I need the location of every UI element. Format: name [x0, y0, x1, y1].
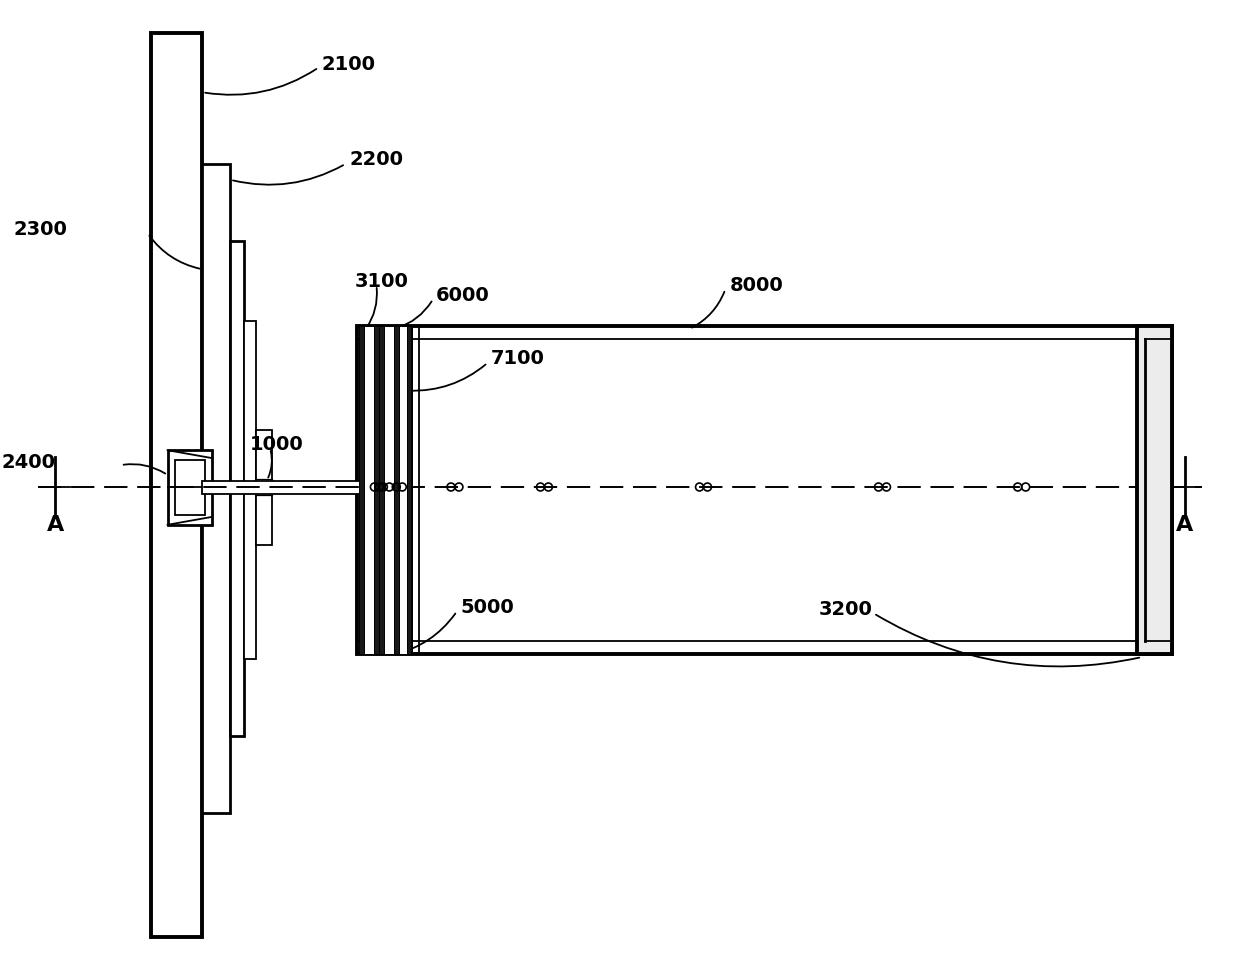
Bar	[244, 321, 257, 659]
Bar	[365, 326, 374, 655]
Text: 2200: 2200	[350, 150, 403, 169]
Bar	[175, 460, 206, 515]
Bar	[357, 326, 1172, 655]
Bar	[379, 326, 384, 655]
Text: 5000: 5000	[461, 598, 515, 617]
Text: A: A	[1176, 515, 1193, 535]
Text: 2100: 2100	[321, 55, 376, 74]
Bar	[151, 32, 202, 937]
Bar	[374, 326, 379, 655]
Bar	[257, 431, 272, 544]
Bar	[202, 164, 231, 813]
Text: 7100: 7100	[491, 350, 544, 368]
Text: A: A	[47, 515, 64, 535]
Bar	[360, 326, 365, 655]
Text: 1000: 1000	[250, 434, 304, 454]
Bar	[399, 326, 407, 655]
Bar	[231, 242, 244, 735]
Bar	[384, 326, 394, 655]
Text: 8000: 8000	[729, 276, 784, 295]
Text: 3100: 3100	[355, 272, 408, 290]
Bar	[202, 481, 362, 494]
Bar	[167, 450, 212, 525]
Text: 2300: 2300	[14, 220, 67, 239]
Bar	[407, 326, 412, 655]
Text: 2400: 2400	[1, 453, 56, 471]
Bar	[394, 326, 399, 655]
Bar	[1137, 326, 1172, 655]
Text: 3200: 3200	[818, 600, 873, 618]
Text: 6000: 6000	[436, 285, 490, 305]
